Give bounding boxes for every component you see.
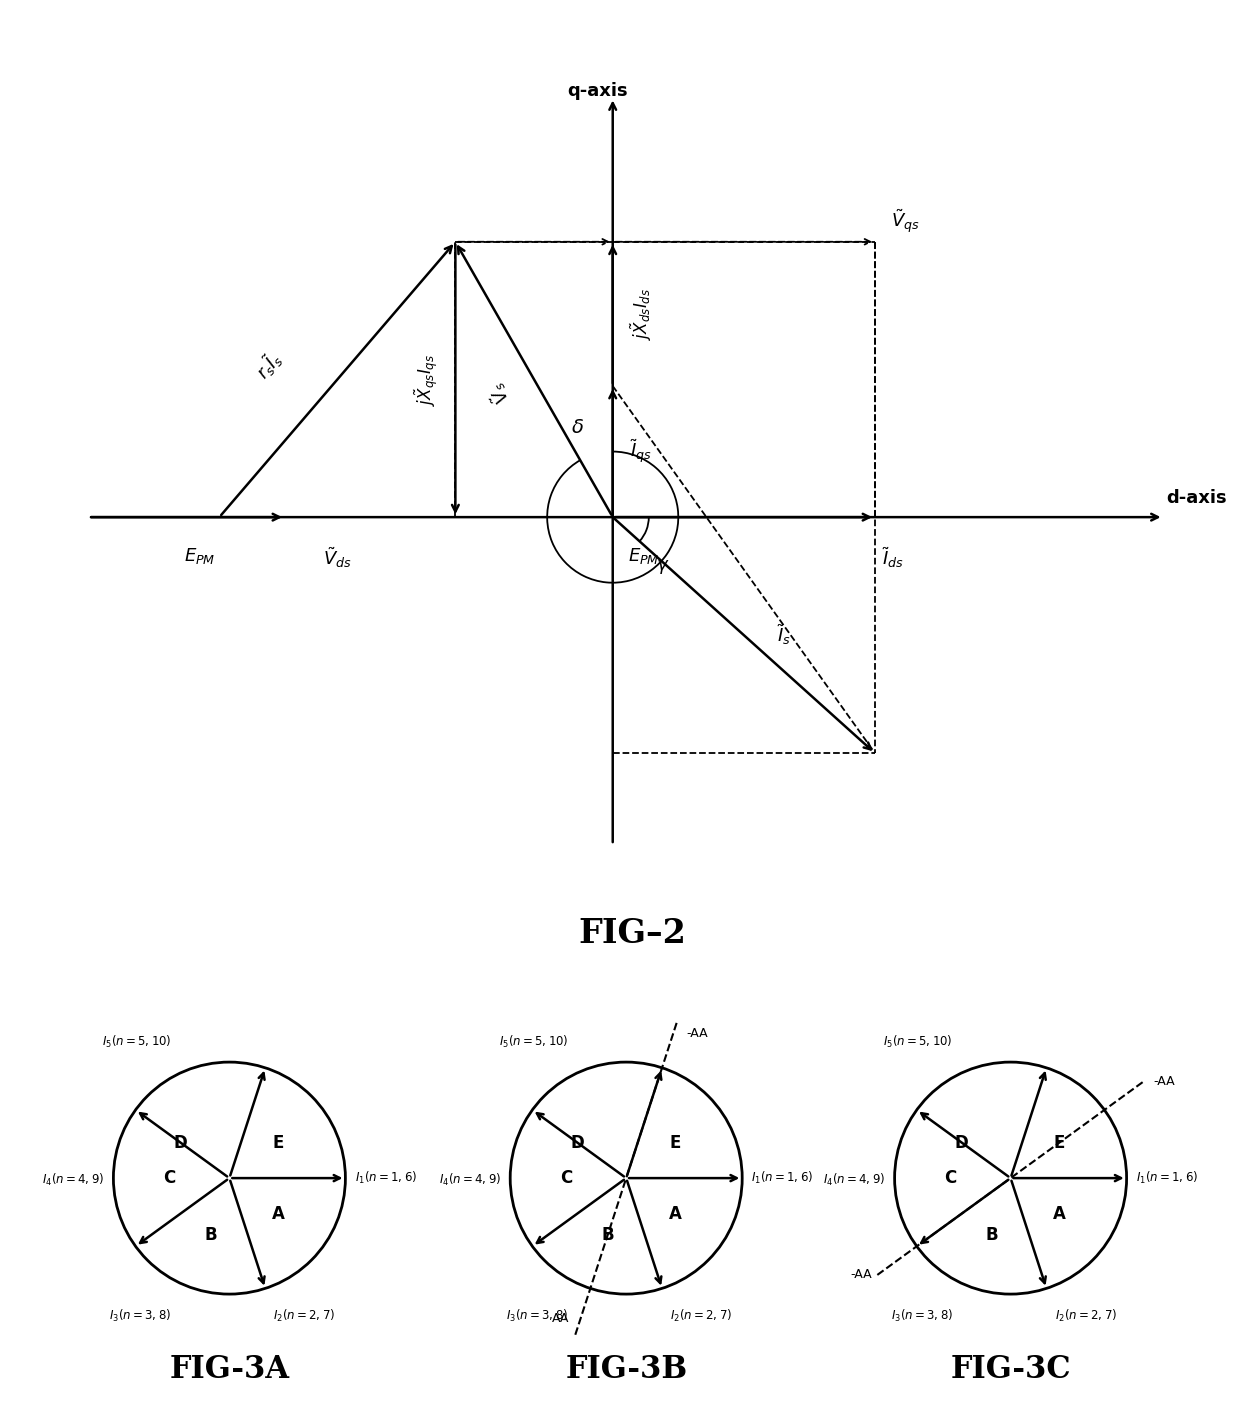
- Text: $I_2(n=2,7)$: $I_2(n=2,7)$: [671, 1308, 733, 1324]
- Text: -AA: -AA: [849, 1268, 872, 1281]
- Text: C: C: [559, 1170, 572, 1187]
- Text: FIG–2: FIG–2: [579, 917, 686, 950]
- Text: A: A: [668, 1205, 682, 1222]
- Text: E: E: [670, 1134, 681, 1151]
- Text: $I_4(n=4,9)$: $I_4(n=4,9)$: [42, 1172, 104, 1188]
- Text: $\tilde{V}_{ds}$: $\tilde{V}_{ds}$: [322, 545, 352, 570]
- Text: E: E: [273, 1134, 284, 1151]
- Text: $I_4(n=4,9)$: $I_4(n=4,9)$: [823, 1172, 885, 1188]
- Text: $I_5(n=5,10)$: $I_5(n=5,10)$: [498, 1034, 568, 1051]
- Text: $I_5(n=5,10)$: $I_5(n=5,10)$: [883, 1034, 952, 1051]
- Text: $j\tilde{X}_{qs}I_{qs}$: $j\tilde{X}_{qs}I_{qs}$: [412, 353, 440, 406]
- Text: $I_1(n=1,6)$: $I_1(n=1,6)$: [355, 1170, 417, 1187]
- Text: $\delta$: $\delta$: [570, 418, 584, 437]
- Text: B: B: [986, 1227, 998, 1244]
- Text: $I_5(n=5,10)$: $I_5(n=5,10)$: [102, 1034, 171, 1051]
- Text: B: B: [205, 1227, 217, 1244]
- Text: FIG-3B: FIG-3B: [565, 1354, 687, 1385]
- Text: B: B: [601, 1227, 614, 1244]
- Text: A: A: [1053, 1205, 1066, 1222]
- Text: $\tilde{V}_s$: $\tilde{V}_s$: [484, 378, 515, 408]
- Text: D: D: [955, 1134, 968, 1151]
- Text: $\tilde{I}_{qs}$: $\tilde{I}_{qs}$: [630, 438, 651, 466]
- Text: C: C: [162, 1170, 175, 1187]
- Text: $\tilde{I}_s$: $\tilde{I}_s$: [776, 623, 790, 647]
- Text: $\gamma$: $\gamma$: [656, 558, 670, 575]
- Text: $\tilde{V}_{qs}$: $\tilde{V}_{qs}$: [890, 207, 920, 236]
- Text: $I_1(n=1,6)$: $I_1(n=1,6)$: [1136, 1170, 1198, 1187]
- Text: q-axis: q-axis: [567, 81, 627, 100]
- Text: $r_s\tilde{I}_s$: $r_s\tilde{I}_s$: [250, 346, 288, 384]
- Text: D: D: [174, 1134, 187, 1151]
- Text: AA: AA: [552, 1312, 569, 1325]
- Text: E: E: [1054, 1134, 1065, 1151]
- Text: d-axis: d-axis: [1166, 488, 1226, 507]
- Text: $j\tilde{X}_{ds}I_{ds}$: $j\tilde{X}_{ds}I_{ds}$: [629, 288, 653, 340]
- Text: $I_1(n=1,6)$: $I_1(n=1,6)$: [751, 1170, 813, 1187]
- Text: $I_3(n=3,8)$: $I_3(n=3,8)$: [109, 1308, 171, 1324]
- Text: -AA: -AA: [1153, 1075, 1174, 1088]
- Text: FIG-3C: FIG-3C: [950, 1354, 1071, 1385]
- Text: $I_4(n=4,9)$: $I_4(n=4,9)$: [439, 1172, 501, 1188]
- Text: A: A: [272, 1205, 285, 1222]
- Text: -AA: -AA: [687, 1027, 708, 1040]
- Text: D: D: [570, 1134, 584, 1151]
- Text: C: C: [944, 1170, 956, 1187]
- Text: FIG-3A: FIG-3A: [170, 1354, 289, 1385]
- Text: $I_3(n=3,8)$: $I_3(n=3,8)$: [506, 1308, 568, 1324]
- Text: $\tilde{I}_{ds}$: $\tilde{I}_{ds}$: [882, 545, 903, 570]
- Text: $I_2(n=2,7)$: $I_2(n=2,7)$: [274, 1308, 336, 1324]
- Text: $I_2(n=2,7)$: $I_2(n=2,7)$: [1055, 1308, 1117, 1324]
- Text: $E_{PM}$: $E_{PM}$: [629, 545, 660, 565]
- Text: $E_{PM}$: $E_{PM}$: [184, 545, 216, 565]
- Text: $I_3(n=3,8)$: $I_3(n=3,8)$: [890, 1308, 952, 1324]
